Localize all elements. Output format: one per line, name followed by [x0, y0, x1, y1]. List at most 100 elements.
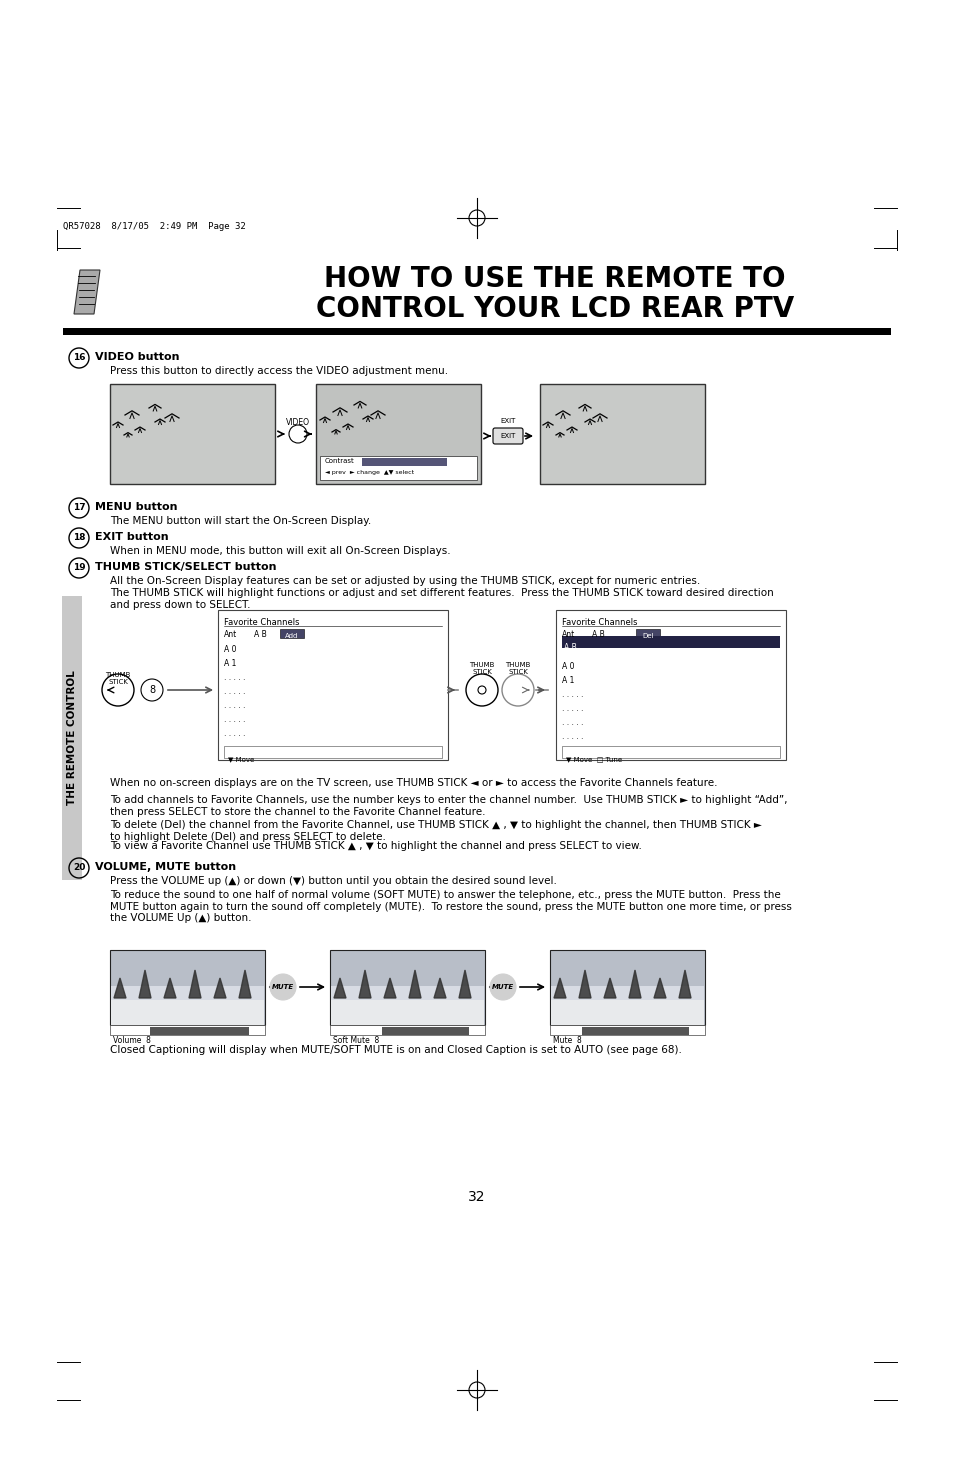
Text: ▼ Move  □ Tune: ▼ Move □ Tune	[565, 757, 621, 763]
Bar	[110, 950, 265, 1025]
Text: Add: Add	[285, 633, 298, 639]
Bar	[330, 1025, 484, 1035]
Bar	[561, 636, 780, 648]
Text: A 1: A 1	[224, 659, 236, 668]
Bar	[331, 985, 483, 1024]
Bar	[319, 456, 476, 479]
Polygon shape	[213, 978, 226, 999]
Text: To view a Favorite Channel use THUMB STICK ▲ , ▼ to highlight the channel and pr: To view a Favorite Channel use THUMB STI…	[110, 841, 641, 851]
Text: ◄ prev  ► change  ▲▼ select: ◄ prev ► change ▲▼ select	[325, 471, 414, 475]
Text: Ant: Ant	[224, 630, 237, 639]
Text: A B: A B	[592, 630, 604, 639]
Text: Ant: Ant	[561, 630, 575, 639]
Text: THUMB
STICK: THUMB STICK	[505, 662, 530, 676]
Text: To delete (Del) the channel from the Favorite Channel, use THUMB STICK ▲ , ▼ to : To delete (Del) the channel from the Fav…	[110, 820, 761, 842]
Polygon shape	[113, 978, 126, 999]
Polygon shape	[164, 978, 175, 999]
Bar	[556, 611, 785, 760]
Polygon shape	[654, 978, 665, 999]
Text: . . . . .: . . . . .	[224, 673, 245, 681]
Text: QR57028  8/17/05  2:49 PM  Page 32: QR57028 8/17/05 2:49 PM Page 32	[63, 223, 246, 232]
Text: THUMB
STICK: THUMB STICK	[105, 673, 131, 684]
Bar	[551, 1000, 703, 1025]
Bar	[636, 628, 659, 639]
Text: Volume  8: Volume 8	[112, 1035, 151, 1044]
Text: A 1: A 1	[561, 676, 574, 684]
Text: . . . . .: . . . . .	[561, 732, 583, 740]
Bar	[62, 596, 82, 881]
Bar	[551, 985, 703, 1024]
Bar	[110, 384, 274, 484]
Text: 20: 20	[72, 863, 85, 873]
Bar	[280, 628, 304, 639]
Polygon shape	[554, 978, 565, 999]
Text: . . . . .: . . . . .	[224, 687, 245, 696]
Text: When in MENU mode, this button will exit all On-Screen Displays.: When in MENU mode, this button will exit…	[110, 546, 450, 556]
Bar	[110, 1025, 265, 1035]
Text: A B: A B	[563, 643, 577, 652]
Text: . . . . .: . . . . .	[561, 704, 583, 712]
FancyBboxPatch shape	[493, 428, 522, 444]
Text: MUTE: MUTE	[272, 984, 294, 990]
Circle shape	[490, 974, 516, 1000]
Text: VIDEO button: VIDEO button	[95, 353, 179, 361]
Text: Mute  8: Mute 8	[553, 1035, 581, 1044]
Text: Favorite Channels: Favorite Channels	[561, 618, 637, 627]
Bar	[111, 985, 264, 1024]
Polygon shape	[74, 270, 100, 314]
Text: THUMB
STICK: THUMB STICK	[469, 662, 495, 676]
Bar	[331, 1000, 483, 1025]
Text: 19: 19	[72, 563, 85, 572]
Bar	[550, 950, 704, 1025]
Text: To reduce the sound to one half of normal volume (SOFT MUTE) to answer the telep: To reduce the sound to one half of norma…	[110, 889, 791, 923]
Text: To add channels to Favorite Channels, use the number keys to enter the channel n: To add channels to Favorite Channels, us…	[110, 795, 786, 817]
Text: A 0: A 0	[224, 645, 236, 653]
Text: Contrast: Contrast	[325, 459, 355, 465]
Bar	[315, 384, 480, 484]
Text: The MENU button will start the On-Screen Display.: The MENU button will start the On-Screen…	[110, 516, 371, 527]
Text: MENU button: MENU button	[95, 502, 177, 512]
Text: All the On-Screen Display features can be set or adjusted by using the THUMB STI: All the On-Screen Display features can b…	[110, 577, 700, 586]
Text: THUMB STICK/SELECT button: THUMB STICK/SELECT button	[95, 562, 276, 572]
Text: 18: 18	[72, 534, 85, 543]
Text: CONTROL YOUR LCD REAR PTV: CONTROL YOUR LCD REAR PTV	[315, 295, 793, 323]
Bar	[218, 611, 448, 760]
Bar	[224, 746, 441, 758]
Text: EXIT button: EXIT button	[95, 532, 169, 541]
Text: MUTE: MUTE	[492, 984, 514, 990]
Text: Closed Captioning will display when MUTE/SOFT MUTE is on and Closed Caption is s: Closed Captioning will display when MUTE…	[110, 1044, 681, 1055]
Polygon shape	[384, 978, 395, 999]
Text: Favorite Channels: Favorite Channels	[224, 618, 299, 627]
Bar	[330, 950, 484, 1025]
Polygon shape	[458, 971, 471, 999]
Bar	[63, 327, 890, 335]
Polygon shape	[239, 971, 251, 999]
Polygon shape	[334, 978, 346, 999]
Text: EXIT: EXIT	[499, 434, 516, 440]
Text: 8: 8	[149, 684, 155, 695]
Text: . . . . .: . . . . .	[224, 715, 245, 724]
Text: THE REMOTE CONTROL: THE REMOTE CONTROL	[67, 671, 77, 805]
Text: Soft Mute  8: Soft Mute 8	[333, 1035, 379, 1044]
Polygon shape	[679, 971, 690, 999]
Bar	[150, 1027, 249, 1035]
Text: Del: Del	[641, 633, 653, 639]
Polygon shape	[603, 978, 616, 999]
Text: . . . . .: . . . . .	[561, 690, 583, 699]
Text: HOW TO USE THE REMOTE TO: HOW TO USE THE REMOTE TO	[324, 266, 785, 294]
Bar	[381, 1027, 469, 1035]
Text: ▼ Move: ▼ Move	[228, 757, 254, 763]
Bar	[111, 1000, 264, 1025]
Bar	[581, 1027, 688, 1035]
Text: . . . . .: . . . . .	[224, 729, 245, 738]
Text: 17: 17	[72, 503, 85, 512]
Polygon shape	[358, 971, 371, 999]
Polygon shape	[409, 971, 420, 999]
Text: 16: 16	[72, 354, 85, 363]
Text: . . . . .: . . . . .	[224, 701, 245, 709]
Polygon shape	[189, 971, 201, 999]
Bar	[561, 746, 780, 758]
Bar	[550, 1025, 704, 1035]
Text: When no on-screen displays are on the TV screen, use THUMB STICK ◄ or ► to acces: When no on-screen displays are on the TV…	[110, 777, 717, 788]
Polygon shape	[628, 971, 640, 999]
